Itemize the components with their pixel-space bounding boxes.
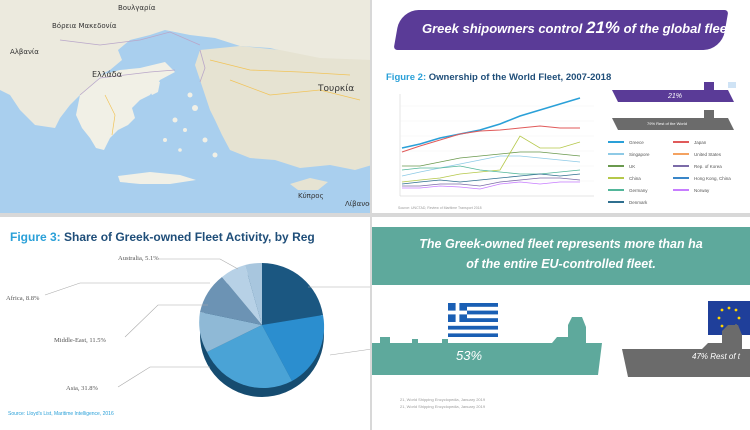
map-label-lebanon: Λίβανος xyxy=(345,200,372,208)
legend-row: Denmark xyxy=(608,196,738,208)
legend-item: Norway xyxy=(673,188,738,193)
figure-2-label: Figure 2: xyxy=(386,72,427,83)
legend-swatch xyxy=(608,153,624,155)
headline-before: Greek shipowners control xyxy=(422,21,586,36)
figure-2-title: Figure 2: Ownership of the World Fleet, … xyxy=(386,72,611,83)
eu-footnote-2: 21, World Shipping Encyclopedia, January… xyxy=(400,404,486,409)
headline-highlight: 21% xyxy=(586,18,621,37)
legend-item: Denmark xyxy=(608,200,673,205)
eu-fleet-panel[interactable]: The Greek-owned fleet represents more th… xyxy=(372,217,750,430)
legend-label: Rep. of Korea xyxy=(694,163,722,169)
pie-label-australia: Australia, 5.1% xyxy=(118,255,159,262)
legend-label: Japan xyxy=(694,139,707,145)
vertical-divider xyxy=(370,0,372,430)
legend-item: United States xyxy=(673,152,738,157)
legend-row: Germany Norway xyxy=(608,184,738,196)
chart-legend: Greece Japan Singapore United States UK Rep. … xyxy=(608,136,738,208)
legend-swatch xyxy=(673,189,689,191)
legend-row: UK Rep. of Korea xyxy=(608,160,738,172)
pie-label-middle-east: Middle-East, 11.5% xyxy=(54,337,106,344)
legend-swatch xyxy=(608,177,624,179)
legend-row: Singapore United States xyxy=(608,148,738,160)
legend-swatch xyxy=(608,201,624,203)
legend-label: Norway xyxy=(694,187,710,193)
legend-label: China xyxy=(629,175,641,181)
legend-label: Hong Kong, China xyxy=(694,175,731,181)
legend-item: UK xyxy=(608,164,673,169)
legend-item: Japan xyxy=(673,140,738,145)
horizontal-divider xyxy=(0,213,750,217)
world-fleet-line-chart xyxy=(399,94,594,197)
legend-item: China xyxy=(608,176,673,181)
rest-share-pct: 47% Rest of t xyxy=(692,352,741,361)
map-image xyxy=(0,0,372,190)
greek-share-pct: 53% xyxy=(456,348,483,363)
legend-item: Greece xyxy=(608,140,673,145)
eu-headline-band xyxy=(372,227,750,285)
legend-row: Greece Japan xyxy=(608,136,738,148)
figure-3-title: Figure 3: Share of Greek-owned Fleet Act… xyxy=(10,230,315,244)
legend-swatch xyxy=(608,141,624,143)
legend-swatch xyxy=(673,177,689,179)
ship-comparison xyxy=(612,82,736,130)
legend-swatch xyxy=(608,165,624,167)
legend-label: Denmark xyxy=(629,199,648,205)
eu-headline-line-1: The Greek-owned fleet represents more th… xyxy=(419,237,703,251)
map-label-greece: Ελλάδα xyxy=(92,70,122,79)
legend-swatch xyxy=(673,141,689,143)
legend-swatch xyxy=(673,165,689,167)
map-label-bulgaria: Βουλγαρία xyxy=(118,4,156,12)
fleet-ownership-panel[interactable]: Greek shipowners control 21% of the glob… xyxy=(372,0,750,213)
headline-after: of the global fleet. xyxy=(620,21,735,36)
figure-3-heading: Share of Greek-owned Fleet Activity, by … xyxy=(60,230,315,244)
map-label-cyprus: Κύπρος xyxy=(298,192,324,200)
legend-item: Germany xyxy=(608,188,673,193)
eu-ships-illustration xyxy=(372,301,750,377)
figure-2-source: Source: UNCTAD, Review of Maritime Trans… xyxy=(398,206,482,210)
figure-2-heading: Ownership of the World Fleet, 2007-2018 xyxy=(426,72,612,83)
legend-label: United States xyxy=(694,151,722,157)
legend-swatch xyxy=(608,189,624,191)
rest-ship-caption: 79% Rest of the World xyxy=(647,121,687,126)
pie-label-africa: Africa, 8.8% xyxy=(6,295,40,302)
eu-headline-line-2: of the entire EU-controlled fleet. xyxy=(466,257,656,271)
legend-label: Germany xyxy=(629,187,648,193)
figure-3-label: Figure 3: xyxy=(10,230,61,244)
legend-item: Hong Kong, China xyxy=(673,176,738,181)
eu-footnote-1: 21, World Shipping Encyclopedia, January… xyxy=(400,397,486,402)
pie-label-asia: Asia, 31.8% xyxy=(66,385,98,392)
headline-text: Greek shipowners control 21% of the glob… xyxy=(422,18,735,38)
legend-label: Greece xyxy=(629,139,644,145)
legend-row: China Hong Kong, China xyxy=(608,172,738,184)
pie-chart xyxy=(44,258,372,397)
map-label-north-macedonia: Βόρεια Μακεδονία xyxy=(52,22,117,30)
map-label-albania: Αλβανία xyxy=(10,48,39,56)
figure-3-source: Source: Lloyd's List, Maritime Intellige… xyxy=(8,411,114,417)
map-label-turkey: Τουρκία xyxy=(318,84,355,94)
greek-flag xyxy=(448,303,498,337)
legend-item: Rep. of Korea xyxy=(673,164,738,169)
legend-item: Singapore xyxy=(608,152,673,157)
legend-label: UK xyxy=(629,163,636,169)
legend-label: Singapore xyxy=(629,151,650,157)
map-panel[interactable]: Βουλγαρία Βόρεια Μακεδονία Αλβανία Ελλάδ… xyxy=(0,0,372,213)
greek-ship-pct: 21% xyxy=(668,93,683,100)
share-panel[interactable]: Figure 3: Share of Greek-owned Fleet Act… xyxy=(0,217,372,430)
legend-swatch xyxy=(673,153,689,155)
